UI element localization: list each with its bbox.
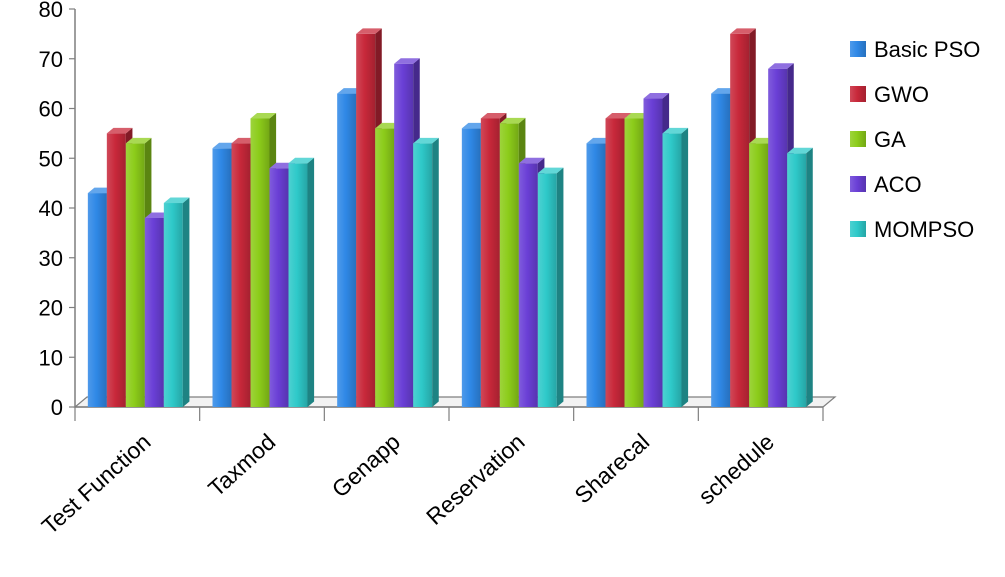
y-tick-label: 50 — [39, 146, 63, 171]
bar-top — [787, 147, 813, 154]
bar-front — [499, 123, 519, 408]
bar-front — [518, 163, 538, 407]
x-category-label: Taxmod — [203, 428, 280, 501]
y-tick-label: 20 — [39, 296, 63, 321]
y-tick-label: 80 — [39, 0, 63, 22]
bar-front — [250, 118, 270, 407]
bar-front — [87, 193, 107, 407]
bar-top — [662, 127, 689, 134]
y-tick-label: 10 — [39, 345, 63, 370]
chart-bars — [87, 28, 813, 408]
bar-front — [711, 93, 731, 407]
bar-top — [106, 127, 133, 134]
bar-top — [537, 167, 564, 174]
bar-top — [413, 137, 439, 144]
bar-front — [269, 168, 289, 407]
bar-side — [307, 157, 315, 407]
bar-top — [643, 93, 670, 99]
bar-front — [730, 33, 750, 407]
chart-legend: Basic PSO GWO GA ACO MOMPSO — [850, 37, 980, 242]
bar-front — [662, 133, 682, 407]
bar-top — [288, 157, 315, 164]
x-category-label: Reservation — [421, 428, 530, 529]
bar-front — [144, 217, 164, 407]
bar-front — [768, 68, 788, 407]
legend-swatch — [850, 221, 866, 237]
bar — [413, 137, 439, 407]
bar-front — [375, 128, 395, 407]
bar-top — [394, 58, 420, 64]
bar-top — [250, 112, 277, 119]
bar-front — [643, 98, 663, 408]
x-category-label: schedule — [693, 428, 779, 509]
bar-top — [125, 137, 152, 144]
y-tick-label: 40 — [39, 196, 63, 221]
bar-front — [356, 33, 376, 407]
x-category-label: Sharecal — [569, 428, 654, 508]
bar-side — [556, 167, 564, 407]
bar-front — [231, 143, 251, 407]
bar-side — [806, 147, 813, 407]
bar-top — [356, 28, 382, 34]
x-category-label: Genapp — [327, 428, 405, 502]
bar-front — [537, 173, 557, 407]
legend-swatch — [850, 176, 866, 192]
bar-front — [125, 143, 145, 407]
bar-side — [182, 197, 190, 407]
bar-front — [787, 153, 807, 407]
legend-swatch — [850, 86, 866, 102]
legend-label: GWO — [874, 82, 929, 107]
legend-item: GWO — [850, 82, 929, 107]
bar-front — [413, 143, 433, 407]
bar-top — [499, 117, 526, 124]
bar — [662, 127, 689, 407]
bar — [537, 167, 564, 407]
bar-front — [394, 63, 414, 407]
y-tick-label: 0 — [51, 395, 63, 420]
bar-front — [480, 118, 500, 407]
legend-swatch — [850, 41, 866, 57]
legend-item: MOMPSO — [850, 217, 974, 242]
legend-label: MOMPSO — [874, 217, 974, 242]
legend-item: Basic PSO — [850, 37, 980, 62]
bar-front — [749, 143, 769, 407]
bar — [787, 147, 813, 407]
bar-front — [624, 118, 644, 407]
bar-top — [163, 197, 190, 204]
bar-front — [106, 133, 126, 407]
bar-top — [480, 112, 507, 119]
bar-side — [432, 137, 439, 407]
legend-item: GA — [850, 127, 906, 152]
y-tick-label: 70 — [39, 47, 63, 72]
legend-label: ACO — [874, 172, 922, 197]
bar-front — [461, 128, 481, 407]
bar-top — [605, 112, 632, 119]
y-tick-label: 30 — [39, 246, 63, 271]
bar — [288, 157, 315, 407]
bar-top — [768, 63, 794, 69]
bar-front — [288, 163, 308, 407]
y-tick-label: 60 — [39, 97, 63, 122]
bar-side — [681, 127, 689, 407]
bar-front — [337, 93, 357, 407]
bar-front — [212, 148, 232, 408]
bar-front — [163, 203, 183, 407]
legend-item: ACO — [850, 172, 922, 197]
bar-top — [518, 157, 545, 164]
legend-label: GA — [874, 127, 906, 152]
legend-label: Basic PSO — [874, 37, 980, 62]
bar-front — [586, 143, 606, 407]
bar-top — [730, 28, 756, 34]
x-category-label: Test Function — [37, 428, 156, 539]
bar-front — [605, 118, 625, 407]
legend-swatch — [850, 131, 866, 147]
bar — [163, 197, 190, 407]
